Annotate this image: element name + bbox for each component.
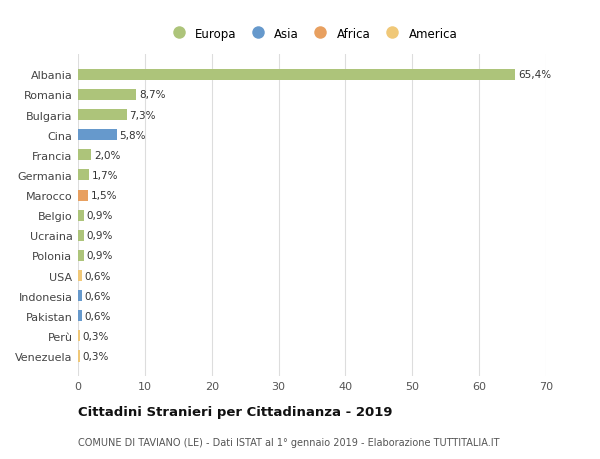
Text: 0,3%: 0,3% [83,351,109,361]
Text: 5,8%: 5,8% [119,130,146,140]
Bar [78,250,84,262]
Bar [78,351,80,362]
Text: 1,7%: 1,7% [92,171,119,180]
Bar [78,230,84,241]
Bar [78,311,82,322]
Text: 0,9%: 0,9% [86,251,113,261]
Bar [78,130,117,141]
Text: COMUNE DI TAVIANO (LE) - Dati ISTAT al 1° gennaio 2019 - Elaborazione TUTTITALIA: COMUNE DI TAVIANO (LE) - Dati ISTAT al 1… [78,437,499,447]
Text: 0,3%: 0,3% [83,331,109,341]
Bar [78,291,82,302]
Text: 0,6%: 0,6% [85,291,111,301]
Text: 0,9%: 0,9% [86,211,113,221]
Text: 8,7%: 8,7% [139,90,166,100]
Bar [78,190,88,201]
Legend: Europa, Asia, Africa, America: Europa, Asia, Africa, America [163,24,461,44]
Bar [78,70,515,81]
Text: 0,9%: 0,9% [86,231,113,241]
Bar [78,150,91,161]
Bar [78,110,127,121]
Text: 0,6%: 0,6% [85,311,111,321]
Text: 1,5%: 1,5% [91,190,117,201]
Bar [78,270,82,281]
Text: 2,0%: 2,0% [94,151,121,161]
Text: 7,3%: 7,3% [130,110,156,120]
Bar [78,330,80,341]
Bar [78,210,84,221]
Text: Cittadini Stranieri per Cittadinanza - 2019: Cittadini Stranieri per Cittadinanza - 2… [78,405,392,419]
Text: 0,6%: 0,6% [85,271,111,281]
Bar [78,90,136,101]
Text: 65,4%: 65,4% [518,70,551,80]
Bar [78,170,89,181]
